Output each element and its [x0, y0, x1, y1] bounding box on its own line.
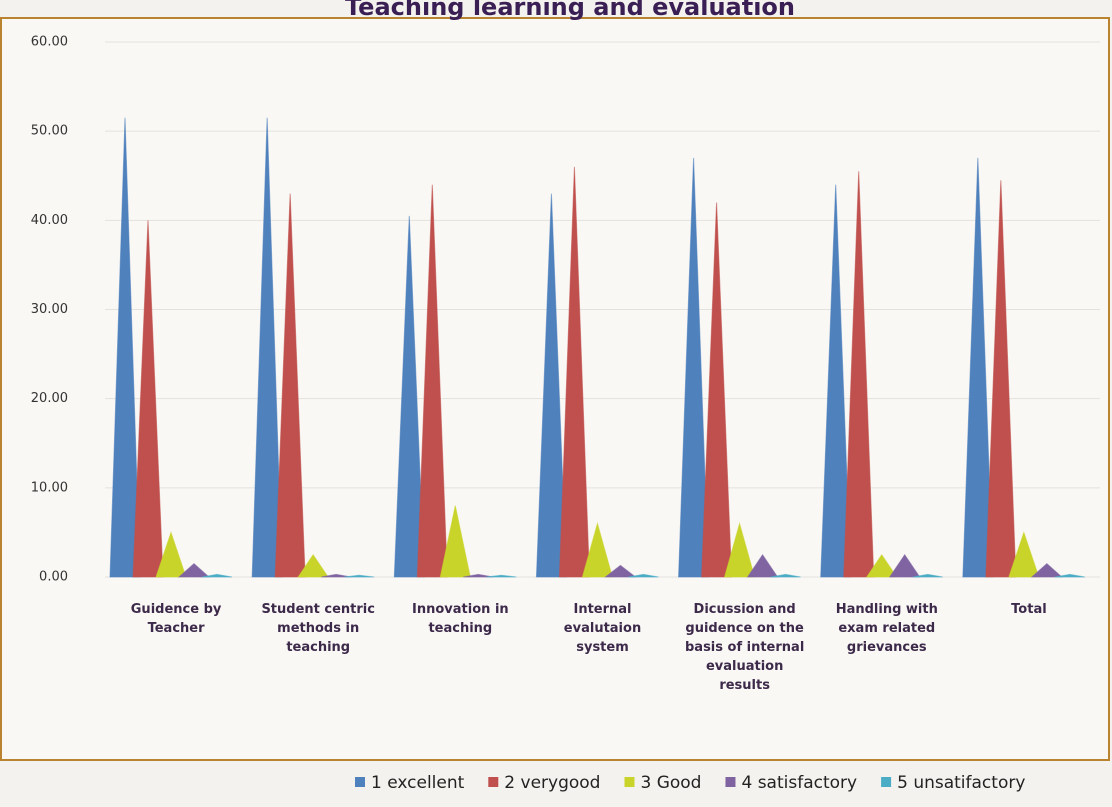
cone [962, 157, 994, 578]
y-tick-label: 20.00 [31, 391, 68, 406]
x-tick-label: Internal evalutaion system [563, 602, 642, 655]
cone [820, 184, 852, 578]
legend-label: 2 verygood [504, 773, 600, 793]
x-tick-label: Total [1011, 602, 1047, 617]
chart-title: Teaching learning and evaluation [345, 0, 795, 21]
cone [912, 573, 943, 578]
cone [177, 562, 211, 578]
cone [155, 530, 187, 578]
legend-label: 5 unsatifactory [897, 773, 1025, 793]
cone [865, 553, 898, 578]
cone [888, 553, 921, 578]
cone [251, 117, 283, 578]
cone [463, 573, 494, 578]
legend-swatch [881, 777, 892, 787]
legend-swatch [355, 777, 365, 787]
cone [486, 574, 517, 578]
cone [1054, 573, 1085, 578]
cone [274, 193, 306, 578]
cone [678, 157, 710, 578]
cone [701, 202, 733, 578]
cone [1008, 530, 1040, 578]
cone [393, 215, 425, 578]
cone [321, 573, 352, 578]
cone [581, 521, 614, 578]
cone [535, 193, 567, 578]
cone [603, 564, 637, 578]
cone [628, 573, 659, 578]
cone [439, 505, 471, 578]
cone [985, 180, 1017, 578]
legend-swatch [725, 777, 736, 787]
cone [770, 573, 801, 578]
cone [132, 220, 164, 578]
y-tick-label: 40.00 [31, 213, 68, 228]
cone [344, 574, 375, 578]
x-tick-label: Guidence by Teacher [130, 602, 222, 636]
cone [416, 184, 448, 578]
legend-swatch [488, 777, 499, 787]
y-tick-label: 10.00 [31, 480, 68, 495]
y-tick-label: 50.00 [31, 124, 68, 139]
cone [297, 553, 330, 578]
y-tick-label: 30.00 [31, 302, 68, 317]
cone [109, 117, 141, 578]
cone [1030, 562, 1064, 578]
legend-label: 1 excellent [371, 773, 465, 793]
legend-swatch [624, 777, 635, 787]
cone [746, 553, 779, 578]
cone [201, 573, 233, 578]
y-tick-label: 60.00 [31, 35, 68, 50]
y-tick-label: 0.00 [39, 570, 68, 585]
x-tick-label: Dicussion and guidence on the basis of i… [684, 602, 805, 693]
x-tick-label: Handling with exam related grievances [835, 602, 938, 655]
cone [843, 171, 875, 578]
x-tick-label: Innovation in teaching [412, 602, 509, 636]
cone [558, 166, 590, 578]
legend-label: 3 Good [640, 773, 701, 793]
legend-label: 4 satisfactory [741, 773, 857, 793]
x-tick-label: Student centric methods in teaching [261, 602, 375, 655]
cone [723, 521, 756, 578]
